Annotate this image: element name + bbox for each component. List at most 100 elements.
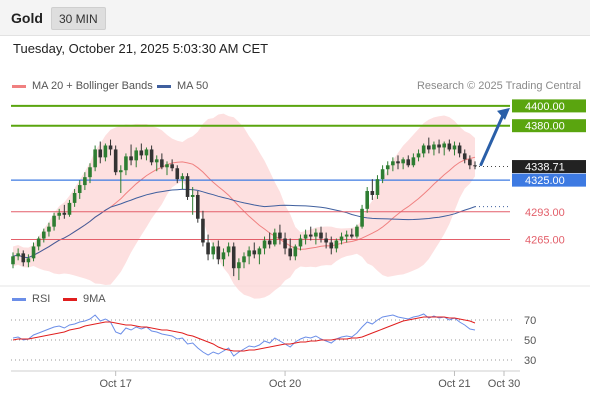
candle [216, 246, 221, 260]
candle [442, 143, 446, 148]
candle [211, 246, 215, 255]
candle [180, 176, 185, 180]
legend-9ma-label: 9MA [83, 293, 106, 305]
support-level-label: 4265.00 [525, 235, 565, 247]
candle [324, 238, 328, 243]
legend-rsi-label: RSI [32, 293, 51, 305]
candle [113, 149, 118, 173]
legend-ma50: MA 50 [157, 80, 208, 92]
candle [154, 159, 159, 163]
rsi-ma-line [12, 316, 476, 352]
resistance-level-label: 4380.00 [525, 121, 565, 133]
legend-ma20-bands: MA 20 + Bollinger Bands [12, 80, 153, 92]
candle [462, 153, 467, 160]
candle [149, 149, 154, 163]
candle [375, 179, 380, 195]
candle [314, 232, 318, 237]
rsi-ma-swatch [63, 297, 77, 301]
candle [273, 232, 277, 245]
bollinger-bands [13, 113, 475, 299]
candle [124, 156, 128, 171]
support-level-label: 4293.00 [525, 207, 565, 219]
candle [206, 242, 210, 255]
last-price-tag-bg [512, 160, 586, 174]
rsi-line [12, 313, 476, 357]
candle [447, 143, 452, 150]
candle [11, 256, 15, 265]
candle [416, 153, 421, 158]
resistance-label-bg [512, 119, 586, 133]
legend-ma20-label: MA 20 + Bollinger Bands [32, 80, 153, 92]
x-tick-label: Oct 21 [438, 378, 470, 390]
candle [380, 169, 385, 180]
candle [83, 177, 87, 186]
candle [401, 159, 405, 164]
candle [355, 226, 359, 237]
rsi-swatch [12, 297, 26, 301]
candle [52, 215, 56, 227]
candle [437, 144, 441, 148]
candle [344, 234, 349, 237]
candle [139, 150, 144, 156]
candle [468, 159, 472, 166]
candle [406, 159, 411, 166]
candle [365, 191, 369, 209]
candle [47, 226, 51, 232]
candle [247, 250, 251, 257]
candle [165, 164, 169, 168]
pivot-label-bg [512, 173, 586, 187]
candle [252, 250, 257, 255]
resistance-level-label: 4400.00 [525, 101, 565, 113]
candle [93, 149, 97, 168]
candle [36, 238, 41, 247]
candle [196, 194, 200, 219]
x-tick-label: Oct 20 [269, 378, 301, 390]
candle [350, 234, 354, 237]
candle [57, 212, 61, 216]
candle [427, 145, 431, 150]
candle [98, 149, 103, 158]
candle [119, 170, 123, 173]
candle [360, 208, 364, 227]
rsi-tick-label: 70 [524, 315, 536, 327]
rsi-tick-label: 50 [524, 335, 536, 347]
top-bar: Gold 30 MIN [0, 0, 590, 36]
candle [396, 161, 400, 164]
symbol-title: Gold [11, 10, 43, 26]
candle [72, 192, 77, 203]
forecast-arrow-head [497, 107, 510, 120]
candle [21, 253, 26, 263]
rsi-tick-label: 30 [524, 355, 536, 367]
candle [370, 191, 375, 195]
candle [170, 164, 174, 169]
x-tick-label: Oct 17 [99, 378, 131, 390]
candle [391, 161, 395, 166]
candle [288, 248, 292, 257]
candle [190, 194, 195, 197]
candle [262, 240, 267, 249]
forecast-arrow [479, 111, 506, 167]
candle [421, 145, 426, 154]
candle [298, 238, 303, 247]
candle [339, 236, 344, 241]
candle [77, 185, 82, 193]
candle [160, 159, 164, 168]
last-price-label: 4338.71 [525, 162, 565, 174]
chart-datetime: Tuesday, October 21, 2025 5:03:30 AM CET [13, 41, 269, 56]
candle [334, 240, 339, 249]
candle [185, 176, 190, 197]
candle [26, 258, 31, 263]
candle [144, 149, 149, 156]
candle [283, 238, 287, 249]
candle [201, 218, 205, 243]
candle [257, 248, 262, 255]
research-credit: Research © 2025 Trading Central [416, 80, 581, 92]
candle [221, 252, 226, 260]
timeframe-button[interactable]: 30 MIN [51, 7, 106, 30]
candle [134, 150, 138, 161]
pivot-level-label: 4325.00 [525, 175, 565, 187]
ma20-swatch [12, 84, 26, 88]
candle [16, 253, 20, 257]
candle [62, 212, 67, 215]
